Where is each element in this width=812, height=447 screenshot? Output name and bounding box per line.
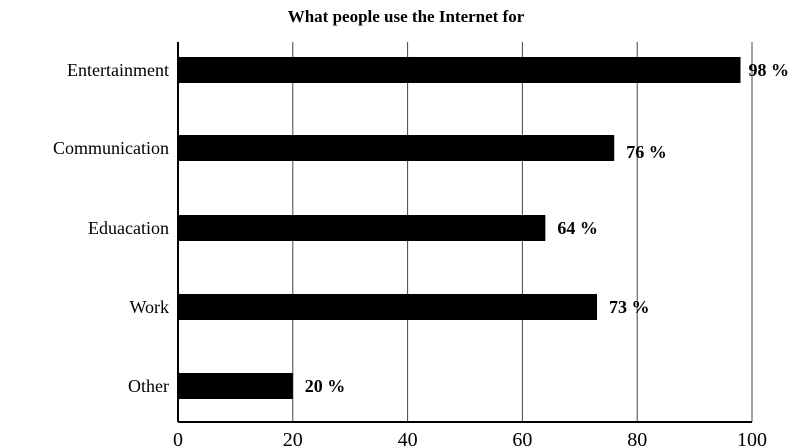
category-label: Eduacation [88,218,169,238]
x-tick-label: 40 [398,429,418,447]
bar [178,215,546,241]
category-label: Work [129,297,169,317]
x-tick-label: 60 [512,429,532,447]
category-label: Other [128,376,169,396]
bars [178,57,741,399]
value-label: 20 % [305,376,346,396]
bar [178,294,598,320]
chart-title: What people use the Internet for [287,7,525,26]
bar [178,135,615,161]
axes [177,42,752,423]
x-tick-label: 100 [737,429,767,447]
labels: 0 20 40 60 80 100 Entertainment 98 % Communicati… [53,60,789,447]
x-tick-label: 0 [173,429,183,447]
category-label: Entertainment [67,60,169,80]
bar [178,373,293,399]
x-tick-label: 80 [627,429,647,447]
value-label: 64 % [557,218,598,238]
value-label: 73 % [609,297,650,317]
x-tick-label: 20 [283,429,303,447]
bar [178,57,741,83]
value-label: 76 % [626,142,667,162]
category-label: Communication [53,138,169,158]
value-label: 98 % [749,60,790,80]
